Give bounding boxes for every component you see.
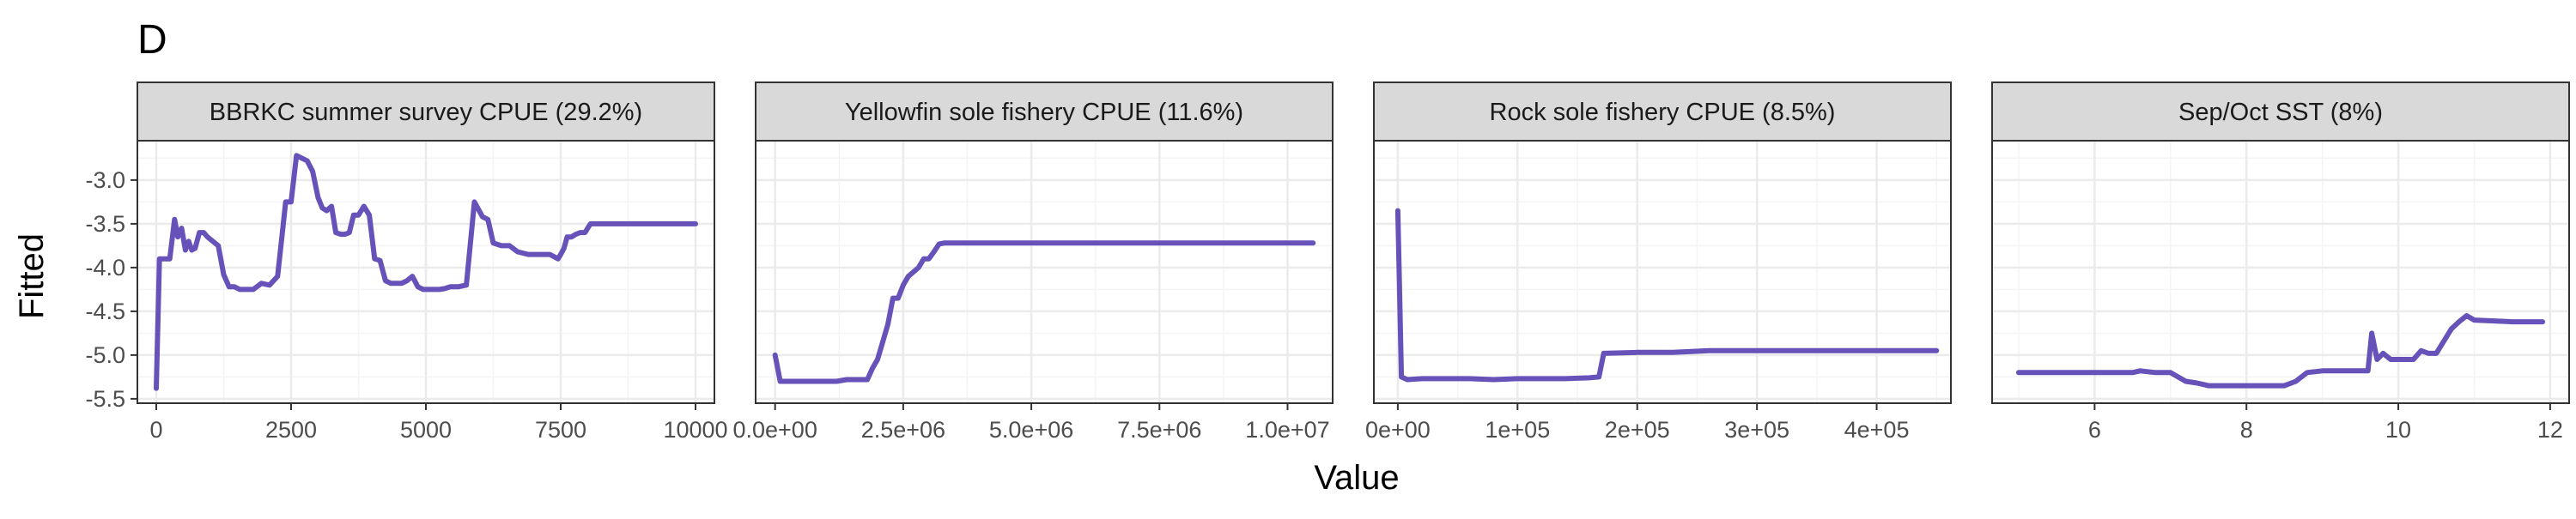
x-tick-label: 10 xyxy=(2385,417,2411,443)
x-tick-label: 10000 xyxy=(663,417,727,443)
series-line xyxy=(1394,208,1940,383)
x-tick-label: 1e+05 xyxy=(1485,417,1550,443)
y-axis-title: Fitted xyxy=(13,233,51,319)
plot-frame xyxy=(755,140,1334,404)
x-tick-label: 3e+05 xyxy=(1724,417,1789,443)
panels-group: BBRKC summer survey CPUE (29.2%) 0 2500 500… xyxy=(85,81,2570,443)
x-tick-label: 8 xyxy=(2240,417,2253,443)
x-tick-label: 0 xyxy=(149,417,162,443)
x-axis-title: Value xyxy=(1314,459,1399,497)
x-tick-label: 12 xyxy=(2537,417,2563,443)
facet-strip-label: Yellowfin sole fishery CPUE (11.6%) xyxy=(845,99,1243,126)
facet-strip-label: Rock sole fishery CPUE (8.5%) xyxy=(1490,99,1836,126)
y-tick-label: -4.0 xyxy=(85,255,125,281)
facet-strip xyxy=(1991,81,2570,142)
facet-strip xyxy=(755,81,1334,142)
facet-panel-4: Sep/Oct SST (8%) 6 8 10 12 xyxy=(1991,81,2570,443)
series-line xyxy=(2015,313,2546,389)
x-tick-label: 0.0e+00 xyxy=(732,417,817,443)
panel-tag: D xyxy=(137,17,167,63)
y-tick-label: -5.5 xyxy=(85,386,125,412)
y-tick-label: -4.5 xyxy=(85,299,125,324)
facet-strip xyxy=(1373,81,1952,142)
x-tick-label: 6 xyxy=(2088,417,2101,443)
y-tick-label: -5.0 xyxy=(85,342,125,368)
x-tick-label: 1.0e+07 xyxy=(1245,417,1329,443)
x-tick-label: 5000 xyxy=(400,417,452,443)
x-tick-label: 2.5e+06 xyxy=(861,417,945,443)
x-tick-label: 2e+05 xyxy=(1605,417,1670,443)
series-line xyxy=(154,153,698,391)
x-tick-label: 2500 xyxy=(265,417,317,443)
x-tick-label: 5.0e+06 xyxy=(989,417,1073,443)
plot-frame xyxy=(1991,140,2570,404)
y-tick-label: -3.5 xyxy=(85,211,125,237)
facet-strip-label: BBRKC summer survey CPUE (29.2%) xyxy=(210,99,642,126)
x-tick-label: 0e+00 xyxy=(1365,417,1431,443)
x-tick-label: 7.5e+06 xyxy=(1117,417,1201,443)
facet-strip xyxy=(137,81,715,142)
facet-panel-1: BBRKC summer survey CPUE (29.2%) 0 2500 500… xyxy=(85,81,728,443)
facet-strip-label: Sep/Oct SST (8%) xyxy=(2178,99,2383,126)
y-tick-label: -3.0 xyxy=(85,167,125,193)
x-tick-label: 7500 xyxy=(535,417,586,443)
plot-frame xyxy=(1373,140,1952,404)
facet-panel-2: Yellowfin sole fishery CPUE (11.6%) 0.0e+… xyxy=(732,81,1334,443)
facet-panel-3: Rock sole fishery CPUE (8.5%) 0e+00 1e+05 2… xyxy=(1365,81,1952,443)
x-tick-label: 4e+05 xyxy=(1844,417,1910,443)
series-line xyxy=(772,240,1316,384)
